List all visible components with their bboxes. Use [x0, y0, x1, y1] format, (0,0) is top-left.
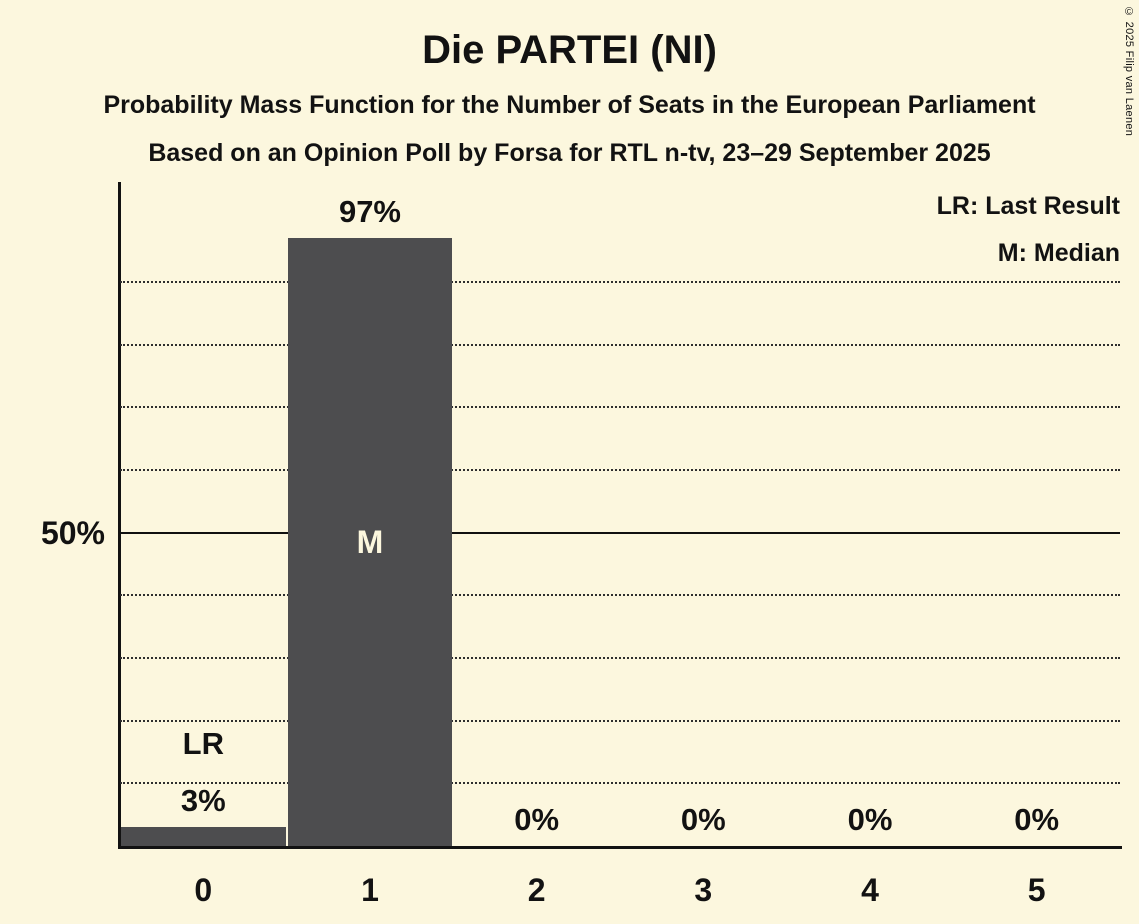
gridline-60pct: [120, 468, 1120, 471]
x-tick-label: 1: [361, 872, 379, 908]
bar-value-label: 0%: [847, 802, 893, 837]
x-tick-label: 3: [694, 872, 713, 908]
bar-value-label: 0%: [680, 802, 726, 837]
bar-value-label: 0%: [1014, 802, 1060, 837]
bar-seats-1: [287, 238, 453, 846]
bar-value-label: 0%: [514, 802, 560, 837]
copyright-note: © 2025 Filip van Laenen: [1123, 6, 1135, 137]
gridline-80pct: [120, 343, 1120, 346]
chart-subtitle: Probability Mass Function for the Number…: [103, 91, 1036, 119]
median-marker: M: [356, 524, 384, 560]
x-tick-label: 5: [1027, 872, 1046, 908]
bar-value-label: 97%: [338, 194, 401, 229]
gridline-10pct: [120, 782, 1120, 785]
x-axis-line: [118, 846, 1122, 849]
last-result-marker: LR: [182, 726, 224, 762]
bar-seats-0: [121, 827, 286, 846]
y-axis-50-label: 50%: [40, 515, 105, 551]
gridline-30pct: [120, 656, 1120, 659]
x-axis-labels: 0 1 2 3 4 5: [120, 868, 1120, 912]
x-tick-label: 0: [194, 872, 213, 908]
gridline-50pct-solid: [120, 531, 1120, 534]
y-axis-line: [118, 182, 121, 849]
x-tick-label: 2: [527, 872, 546, 908]
plot-area: 3% 97% 0% 0% 0% 0% LR M: [120, 182, 1120, 846]
legend: LR: Last Result M: Median: [937, 183, 1120, 277]
gridline-20pct: [120, 719, 1120, 722]
chart-title: Die PARTEI (NI): [422, 28, 717, 72]
chart-source-line: Based on an Opinion Poll by Forsa for RT…: [148, 139, 991, 167]
legend-median: M: Median: [997, 239, 1120, 267]
legend-last-result: LR: Last Result: [936, 192, 1120, 220]
gridline-40pct: [120, 594, 1120, 597]
gridline-70pct: [120, 406, 1120, 409]
gridline-90pct: [120, 280, 1120, 283]
bar-value-label: 3%: [180, 783, 226, 819]
x-tick-label: 4: [861, 872, 879, 908]
